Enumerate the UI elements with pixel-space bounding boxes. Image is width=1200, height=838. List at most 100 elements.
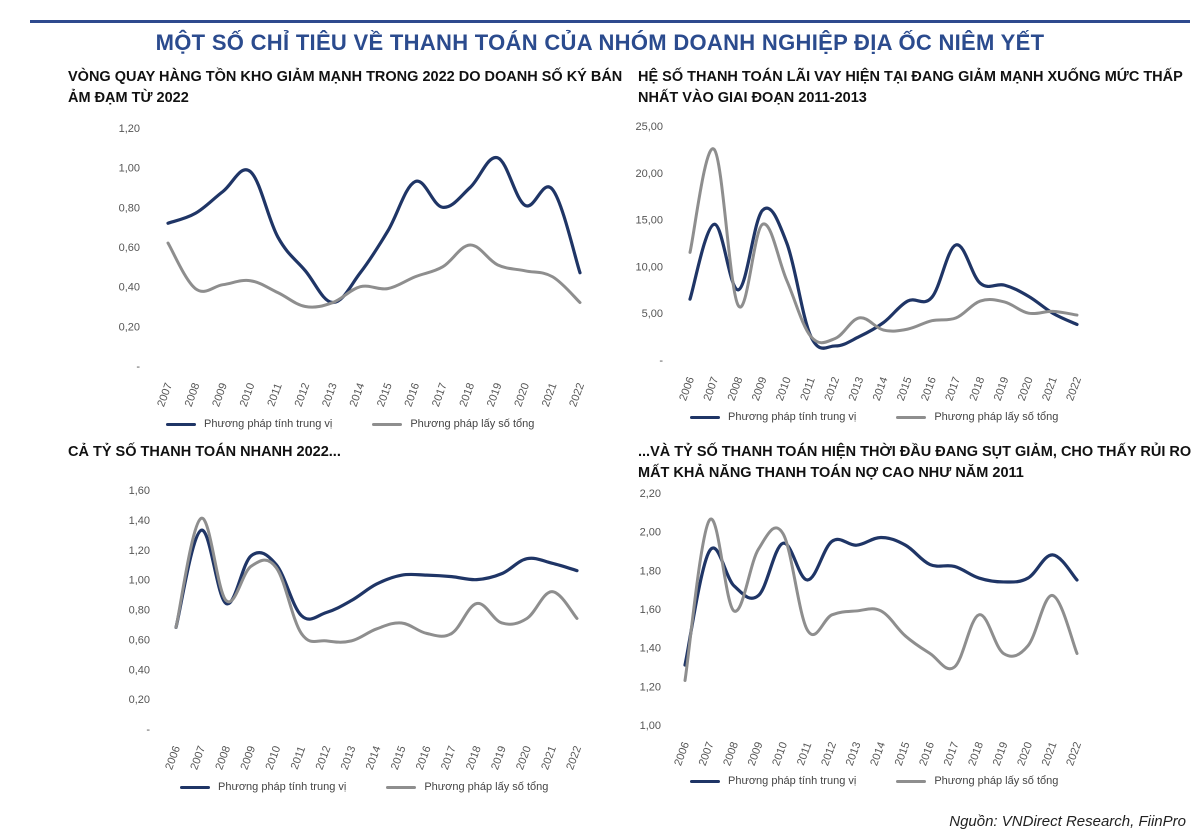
- legend-item-total: Phương pháp lấy số tổng: [372, 418, 534, 430]
- x-tick-label: 2015: [893, 740, 913, 767]
- y-tick-label: 5,00: [642, 308, 663, 320]
- x-tick-label: 2008: [213, 744, 233, 771]
- x-tick-label: 2018: [968, 375, 988, 402]
- x-tick-label: 2011: [795, 741, 814, 767]
- x-tick-label: 2008: [721, 740, 741, 767]
- x-tick-label: 2006: [677, 375, 697, 402]
- series-line-total: [174, 516, 579, 644]
- x-tick-label: 2011: [265, 382, 284, 408]
- legend-item-median: Phương pháp tính trung vị: [166, 418, 332, 430]
- chart-title: VÒNG QUAY HÀNG TỒN KHO GIẢM MẠNH TRONG 2…: [68, 69, 623, 106]
- legend-label-total: Phương pháp lấy số tổng: [934, 411, 1059, 423]
- x-tick-label: 2016: [917, 740, 937, 767]
- x-tick-label: 2012: [293, 381, 313, 408]
- series-line-median: [688, 206, 1079, 350]
- x-tick-label: 2008: [726, 375, 746, 402]
- x-tick-label: 2007: [702, 375, 722, 402]
- x-tick-label: 2016: [414, 744, 434, 771]
- x-tick-label: 2019: [991, 740, 1011, 767]
- y-tick-label: 0,40: [129, 664, 150, 676]
- x-tick-label: 2013: [320, 381, 340, 408]
- y-tick-label: 0,60: [119, 242, 140, 254]
- y-tick-label: -: [136, 361, 140, 373]
- x-tick-label: 2013: [844, 740, 864, 767]
- x-tick-label: 2022: [564, 744, 584, 771]
- x-tick-label: 2006: [163, 744, 183, 771]
- legend-swatch-median: [690, 779, 720, 783]
- legend-swatch-total: [386, 785, 417, 789]
- legend-label-median: Phương pháp tính trung vị: [204, 418, 333, 430]
- x-tick-label: 2014: [348, 381, 368, 408]
- x-tick-label: 2019: [485, 381, 505, 408]
- top-rule: [30, 20, 1190, 23]
- x-tick-label: 2021: [1040, 375, 1060, 402]
- x-tick-label: 2015: [389, 744, 409, 771]
- legend-item-median: Phương pháp tính trung vị: [180, 781, 346, 793]
- y-tick-label: 0,80: [129, 605, 150, 617]
- x-tick-label: 2020: [1016, 375, 1036, 402]
- x-tick-label: 2022: [1064, 375, 1084, 402]
- page-title: MỘT SỐ CHỈ TIÊU VỀ THANH TOÁN CỦA NHÓM D…: [155, 30, 1045, 55]
- legend-label-total: Phương pháp lấy số tổng: [410, 418, 535, 430]
- y-tick-label: 1,60: [129, 485, 150, 497]
- panel-interest-coverage: HỆ SỐ THANH TOÁN LÃI VAY HIỆN TẠI ĐANG G…: [638, 67, 1198, 109]
- x-tick-label: 2010: [264, 744, 284, 771]
- x-tick-label: 2010: [774, 375, 794, 402]
- legend-swatch-median: [166, 422, 196, 426]
- y-tick-label: -: [659, 355, 663, 367]
- y-tick-label: -: [146, 724, 150, 736]
- y-tick-label: 1,40: [129, 515, 150, 527]
- legend-label-median: Phương pháp tính trung vị: [218, 781, 347, 793]
- x-tick-label: 2012: [819, 740, 839, 767]
- panel-inventory-turnover: VÒNG QUAY HÀNG TỒN KHO GIẢM MẠNH TRONG 2…: [68, 67, 628, 109]
- series-line-median: [174, 528, 579, 630]
- x-tick-label: 2015: [895, 375, 915, 402]
- x-tick-label: 2019: [992, 375, 1012, 402]
- y-tick-label: 0,80: [119, 202, 140, 214]
- x-tick-label: 2013: [847, 375, 867, 402]
- y-tick-label: 0,40: [119, 282, 140, 294]
- x-tick-label: 2014: [871, 375, 891, 402]
- legend-swatch-median: [180, 785, 210, 789]
- legend-item-total: Phương pháp lấy số tổng: [896, 775, 1058, 787]
- panel-current-ratio: ...VÀ TỶ SỐ THANH TOÁN HIỆN THỜI ĐẦU ĐAN…: [638, 442, 1198, 484]
- x-tick-label: 2013: [339, 744, 359, 771]
- y-tick-label: 1,80: [640, 565, 661, 577]
- legend-swatch-total: [896, 415, 927, 419]
- y-tick-label: 20,00: [635, 168, 663, 180]
- y-tick-label: 1,00: [640, 720, 661, 732]
- x-tick-label: 2022: [567, 381, 587, 408]
- x-tick-label: 2014: [868, 740, 888, 767]
- series-line-median: [166, 156, 582, 305]
- x-tick-label: 2017: [943, 375, 963, 402]
- y-tick-label: 0,60: [129, 634, 150, 646]
- x-tick-label: 2011: [798, 376, 817, 402]
- legend-item-median: Phương pháp tính trung vị: [690, 411, 856, 423]
- x-tick-label: 2020: [1015, 740, 1035, 767]
- x-tick-label: 2017: [942, 740, 962, 767]
- series-line-total: [683, 517, 1079, 683]
- x-tick-label: 2018: [457, 381, 477, 408]
- y-tick-label: 1,40: [640, 643, 661, 655]
- y-tick-label: 1,00: [129, 575, 150, 587]
- chart-title: HỆ SỐ THANH TOÁN LÃI VAY HIỆN TẠI ĐANG G…: [638, 69, 1183, 106]
- legend-label-total: Phương pháp lấy số tổng: [934, 775, 1059, 787]
- x-tick-label: 2017: [439, 744, 459, 771]
- chart-title: ...VÀ TỶ SỐ THANH TOÁN HIỆN THỜI ĐẦU ĐAN…: [638, 444, 1192, 481]
- x-tick-label: 2007: [697, 740, 717, 767]
- legend-swatch-total: [372, 422, 403, 426]
- legend-label-median: Phương pháp tính trung vị: [728, 411, 857, 423]
- x-tick-label: 2018: [966, 740, 986, 767]
- legend-swatch-total: [896, 779, 927, 783]
- y-tick-label: 10,00: [635, 261, 663, 273]
- x-tick-label: 2009: [750, 375, 770, 402]
- y-tick-label: 0,20: [129, 694, 150, 706]
- y-tick-label: 0,20: [119, 321, 140, 333]
- x-tick-label: 2020: [514, 744, 534, 771]
- x-tick-label: 2009: [746, 740, 766, 767]
- x-tick-label: 2022: [1064, 740, 1084, 767]
- legend-item-total: Phương pháp lấy số tổng: [896, 411, 1058, 423]
- y-tick-label: 2,20: [640, 488, 661, 500]
- y-tick-label: 1,20: [640, 681, 661, 693]
